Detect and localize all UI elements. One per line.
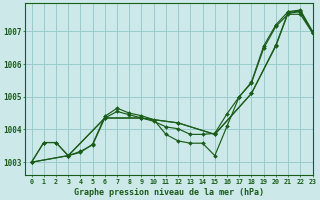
X-axis label: Graphe pression niveau de la mer (hPa): Graphe pression niveau de la mer (hPa) (74, 188, 264, 197)
